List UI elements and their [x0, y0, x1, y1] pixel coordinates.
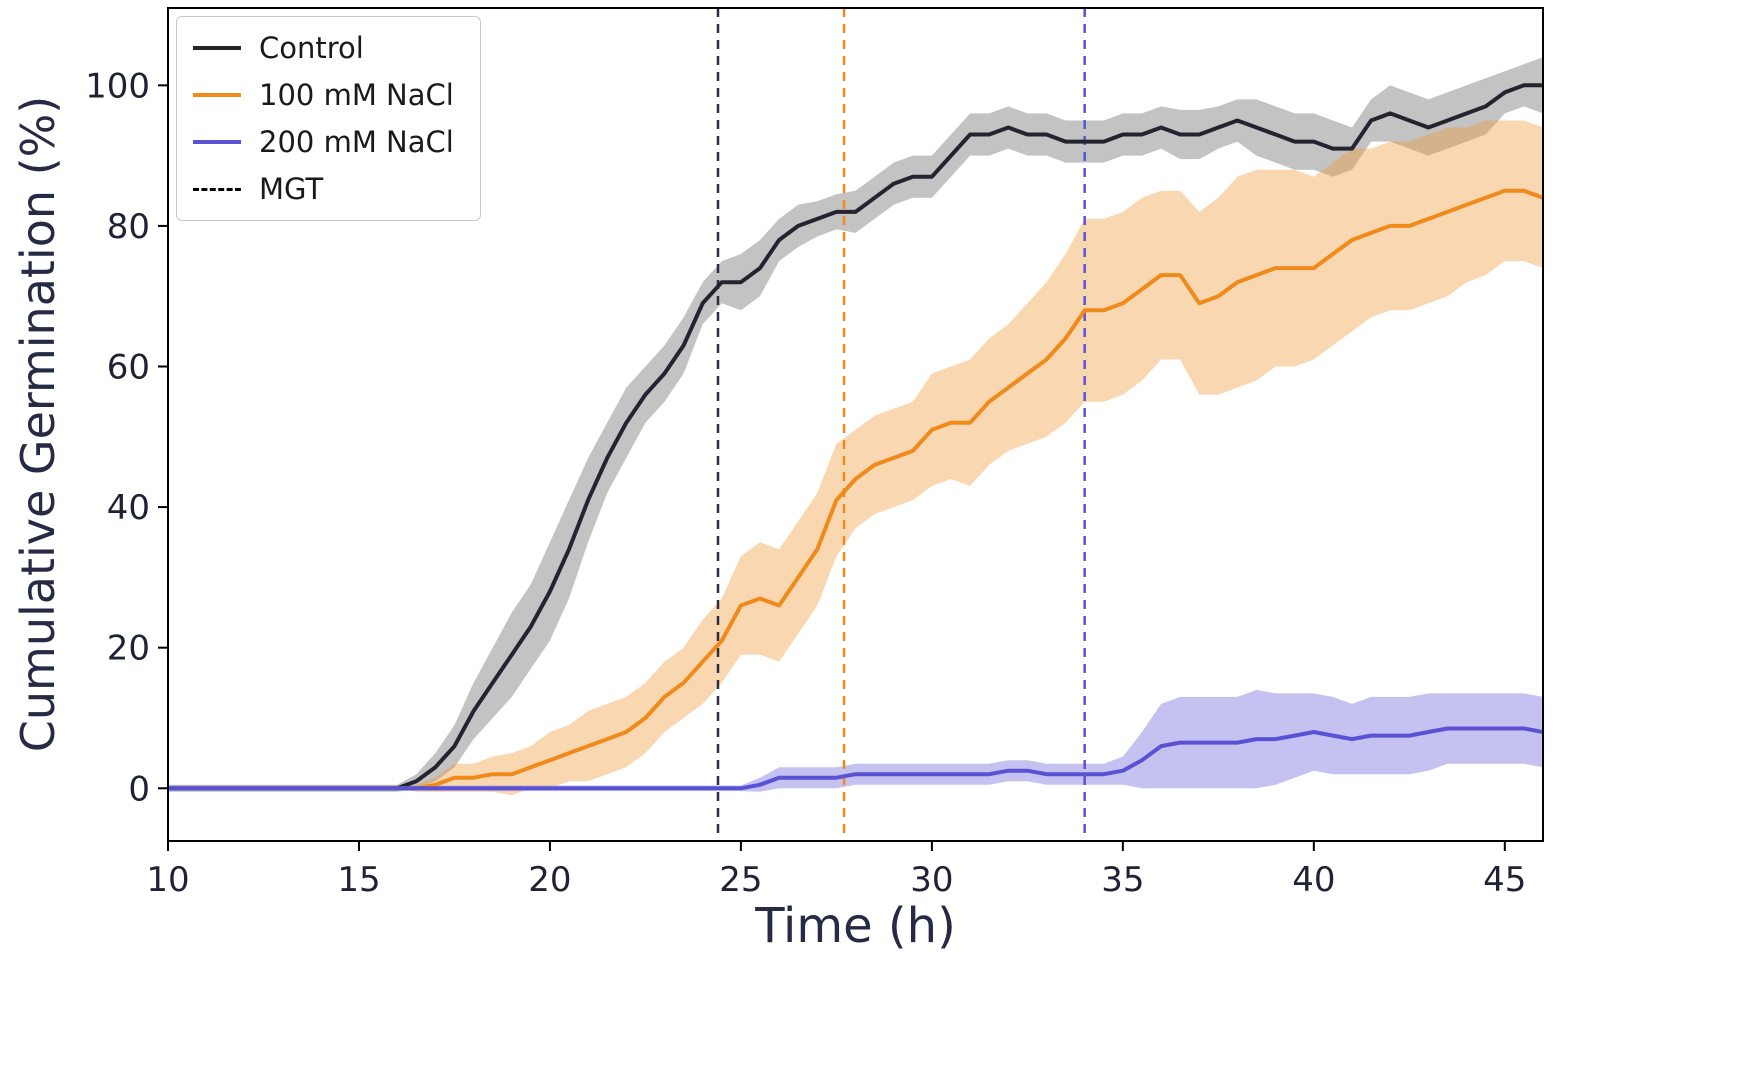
legend-label: 200 mM NaCl	[259, 125, 454, 159]
legend-item-mgt: MGT	[193, 172, 454, 206]
x-axis-label: Time (h)	[755, 898, 956, 954]
y-tick-label: 100	[85, 66, 150, 106]
x-tick-label: 20	[528, 860, 571, 900]
legend-label: Control	[259, 31, 364, 65]
control-line-swatch	[193, 46, 241, 50]
legend-item-200mm-nacl: 200 mM NaCl	[193, 125, 454, 159]
200-mm-nacl-line	[168, 726, 1543, 791]
legend-item-100mm-nacl: 100 mM NaCl	[193, 78, 454, 112]
x-tick-label: 15	[337, 860, 380, 900]
100-mm-nacl-confidence-band	[168, 120, 1543, 796]
y-tick-label: 80	[107, 207, 150, 247]
legend-item-control: Control	[193, 31, 454, 65]
x-tick-label: 30	[910, 860, 953, 900]
y-axis-label: Cumulative Germination (%)	[11, 95, 65, 753]
mgt-dashed-line-swatch	[193, 187, 241, 191]
x-tick-label: 25	[719, 860, 762, 900]
x-tick-label: 35	[1101, 860, 1144, 900]
x-tick-label: 40	[1292, 860, 1335, 900]
legend: Control 100 mM NaCl 200 mM NaCl MGT	[176, 16, 481, 221]
control-confidence-band	[168, 57, 1543, 792]
axes-spines	[167, 7, 1544, 842]
y-tick-label: 40	[107, 488, 150, 528]
y-tick-label: 60	[107, 348, 150, 388]
x-tick-label: 45	[1483, 860, 1526, 900]
legend-label: 100 mM NaCl	[259, 78, 454, 112]
y-tick-label: 20	[107, 629, 150, 669]
nacl-200-line-swatch	[193, 140, 241, 144]
200-mm-nacl-confidence-band	[168, 689, 1543, 792]
legend-label: MGT	[259, 172, 324, 206]
y-tick-label: 0	[128, 769, 150, 809]
x-tick-label: 10	[146, 860, 189, 900]
nacl-100-line-swatch	[193, 93, 241, 97]
